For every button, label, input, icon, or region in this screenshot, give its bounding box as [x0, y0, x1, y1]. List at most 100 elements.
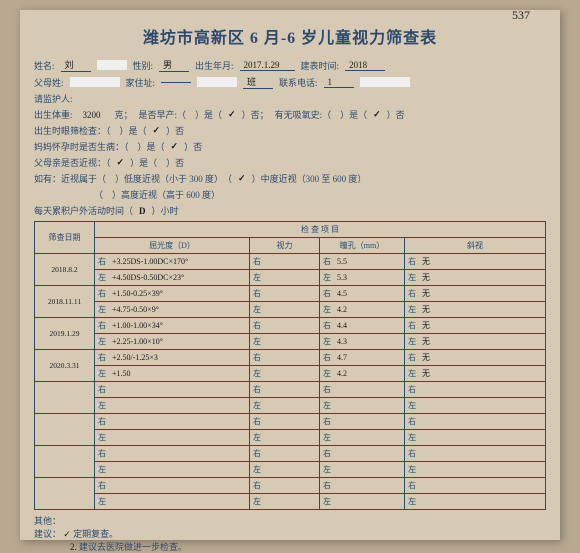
cell-va-l: 左	[250, 494, 320, 510]
row-parent: 父母姓: 家住址: 班 联系电话: 1	[34, 75, 546, 89]
redact-block	[70, 77, 120, 87]
cell-va-l: 左	[250, 270, 320, 286]
table-row: 2018.8.2右 +3.25DS-1.00DC×170°右 右 5.5右 无	[35, 254, 546, 270]
cell-va-l: 左	[250, 334, 320, 350]
cell-date	[35, 382, 95, 414]
cell-pup-l: 左	[320, 398, 405, 414]
cell-pup-l: 左	[320, 462, 405, 478]
mom-end: ）否	[184, 140, 202, 153]
table-row: 右 右 右 右	[35, 478, 546, 494]
row-degree2: （ ）高度近视（高于 600 度）	[34, 188, 546, 201]
col-strab: 斜视	[405, 238, 546, 254]
cell-pup-l: 左	[320, 430, 405, 446]
sug-label: 建议：	[34, 529, 61, 539]
out-value: D	[139, 206, 146, 216]
cell-va-l: 左	[250, 430, 320, 446]
redact-block	[97, 60, 127, 70]
table-row: 左 左 左 左	[35, 462, 546, 478]
cell-va-r: 右	[250, 478, 320, 494]
cell-strab-l: 左	[405, 462, 546, 478]
redact-block	[360, 77, 410, 87]
sug2-text: 建议去医院做进一步检查。	[79, 542, 187, 552]
row-birthweight: 出生体重: 3200 克； 是否早产:（ ）是（ ✓ ）否； 有无吸氧史:（ ）…	[34, 108, 546, 121]
table-row: 右 右 右 右	[35, 414, 546, 430]
cell-date	[35, 446, 95, 478]
cell-va-l: 左	[250, 366, 320, 382]
table-row: 左 左 左 左	[35, 430, 546, 446]
table-row: 左 左 左 左	[35, 494, 546, 510]
cell-diop-l: 左	[95, 398, 250, 414]
cell-pup-l: 左	[320, 494, 405, 510]
prem-check: ✓	[228, 109, 236, 120]
scr-label: 出生时眼筛检查：（ ）是（	[34, 124, 147, 137]
page-number: 537	[512, 8, 530, 23]
table-row: 2019.1.29右 +1.00-1.00×34°右 右 4.4右 无	[35, 318, 546, 334]
mom-label: 妈妈怀孕时是否生病：（ ）是（	[34, 140, 165, 153]
name-label: 姓名:	[34, 59, 55, 72]
table-row: 左 +2.25-1.00×10°左 左 4.3左 无	[35, 334, 546, 350]
cell-strab-r: 右 无	[405, 286, 546, 302]
cell-pup-r: 右 4.4	[320, 318, 405, 334]
table-body: 2018.8.2右 +3.25DS-1.00DC×170°右 右 5.5右 无左…	[35, 254, 546, 510]
scr-check: ✓	[153, 125, 161, 136]
cell-date: 2020.3.31	[35, 350, 95, 382]
deg2: （ ）高度近视（高于 600 度）	[94, 188, 220, 201]
myo-label: 父母亲是否近视：（	[34, 156, 111, 169]
footer: 其他： 建议： ✓ 定期复查。 2. 建议去医院做进一步检查。	[34, 514, 546, 553]
cell-diop-l: 左 +4.75-0.50×9°	[95, 302, 250, 318]
out-end: ）小时	[152, 204, 179, 217]
deg-label: 如有：近视属于（ ）低度近视（小于 300 度） （	[34, 172, 232, 185]
cell-diop-l: 左	[95, 430, 250, 446]
dob-value: 2017.1.29	[240, 60, 295, 71]
o2-label: 有无吸氧史:（ ）是（	[275, 108, 368, 121]
col-date: 筛查日期	[35, 222, 95, 254]
other-label: 其他：	[34, 514, 546, 527]
cell-diop-r: 右	[95, 414, 250, 430]
cell-strab-r: 右 无	[405, 350, 546, 366]
sug2-mark: 2.	[70, 542, 77, 552]
cell-date	[35, 414, 95, 446]
prem-label: 是否早产:（ ）是（	[139, 108, 223, 121]
o2-check: ✓	[373, 109, 381, 120]
form-page: 537 潍坊市高新区 6 月-6 岁儿童视力筛查表 姓名: 刘 性别: 男 出生…	[20, 10, 560, 540]
cell-pup-l: 左 4.3	[320, 334, 405, 350]
cell-pup-l: 左 4.2	[320, 366, 405, 382]
row-outdoor: 每天累积户外活动时间（ D ）小时	[34, 204, 546, 217]
cell-va-r: 右	[250, 414, 320, 430]
formtime-value: 2018	[345, 60, 385, 71]
cell-pup-r: 右 4.7	[320, 350, 405, 366]
deg-end: ）中度近视（300 至 600 度）	[252, 172, 367, 185]
row-myopia: 父母亲是否近视：（ ✓ ）是（ ）否	[34, 156, 546, 169]
deg-check: ✓	[238, 173, 246, 184]
cell-strab-l: 左 无	[405, 302, 546, 318]
cell-pup-l: 左 4.2	[320, 302, 405, 318]
cell-strab-r: 右 无	[405, 318, 546, 334]
cell-strab-r: 右	[405, 414, 546, 430]
cell-strab-l: 左 无	[405, 334, 546, 350]
sug1-text: 定期复查。	[73, 529, 118, 539]
cell-va-r: 右	[250, 382, 320, 398]
addr-value	[161, 82, 191, 83]
bw-value: 3200	[79, 110, 109, 120]
cell-diop-r: 右 +1.00-1.00×34°	[95, 318, 250, 334]
cell-va-r: 右	[250, 446, 320, 462]
cell-pup-r: 右	[320, 414, 405, 430]
cell-va-r: 右	[250, 350, 320, 366]
table-row: 右 右 右 右	[35, 446, 546, 462]
cell-strab-r: 右	[405, 382, 546, 398]
formtime-label: 建表时间:	[301, 59, 340, 72]
scr-end: ）否	[166, 124, 184, 137]
cell-strab-r: 右 无	[405, 254, 546, 270]
cell-diop-r: 右	[95, 446, 250, 462]
sug1-mark: ✓	[63, 529, 71, 539]
prem-end: ）否；	[242, 108, 269, 121]
row-name: 姓名: 刘 性别: 男 出生年月: 2017.1.29 建表时间: 2018	[34, 58, 546, 72]
col-group: 检 查 项 目	[95, 222, 546, 238]
bw-label: 出生体重:	[34, 108, 73, 121]
mom-check: ✓	[171, 141, 179, 152]
cell-strab-r: 右	[405, 446, 546, 462]
class-value: 班	[243, 75, 273, 89]
row-screening: 出生时眼筛检查：（ ）是（ ✓ ）否	[34, 124, 546, 137]
redact-block	[197, 77, 237, 87]
cell-va-r: 右	[250, 254, 320, 270]
